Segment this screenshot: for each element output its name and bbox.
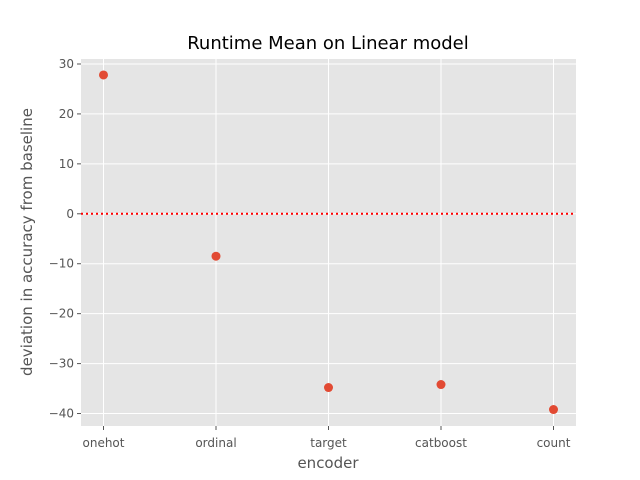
x-tick-label-target: target [310,436,347,450]
data-point-catboost [436,380,446,390]
data-point-ordinal [211,251,221,261]
y-tick-label: −40 [49,407,74,421]
y-tick-labels: 30 20 10 0 −10 −20 −30 −40 [49,57,81,421]
y-tick-label: −20 [49,307,74,321]
y-tick-label: 10 [59,157,74,171]
x-tick-label-onehot: onehot [83,436,125,450]
x-tick-label-count: count [537,436,571,450]
y-tick-label: −10 [49,257,74,271]
data-points [99,70,558,415]
x-tick-label-ordinal: ordinal [195,436,236,450]
y-tick-label: 30 [59,57,74,71]
grid [81,59,576,426]
y-tick-label: −30 [49,357,74,371]
x-tick-label-catboost: catboost [415,436,467,450]
y-tick-label: 0 [66,207,74,221]
data-point-count [549,405,558,415]
y-tick-label: 20 [59,107,74,121]
x-tick-labels: onehot ordinal target catboost count [83,426,571,450]
y-axis-label: deviation in accuracy from baseline [18,108,36,376]
data-point-onehot [99,70,108,80]
x-axis-label: encoder [297,454,359,472]
chart-title: Runtime Mean on Linear model [187,33,469,54]
data-point-target [324,383,333,393]
